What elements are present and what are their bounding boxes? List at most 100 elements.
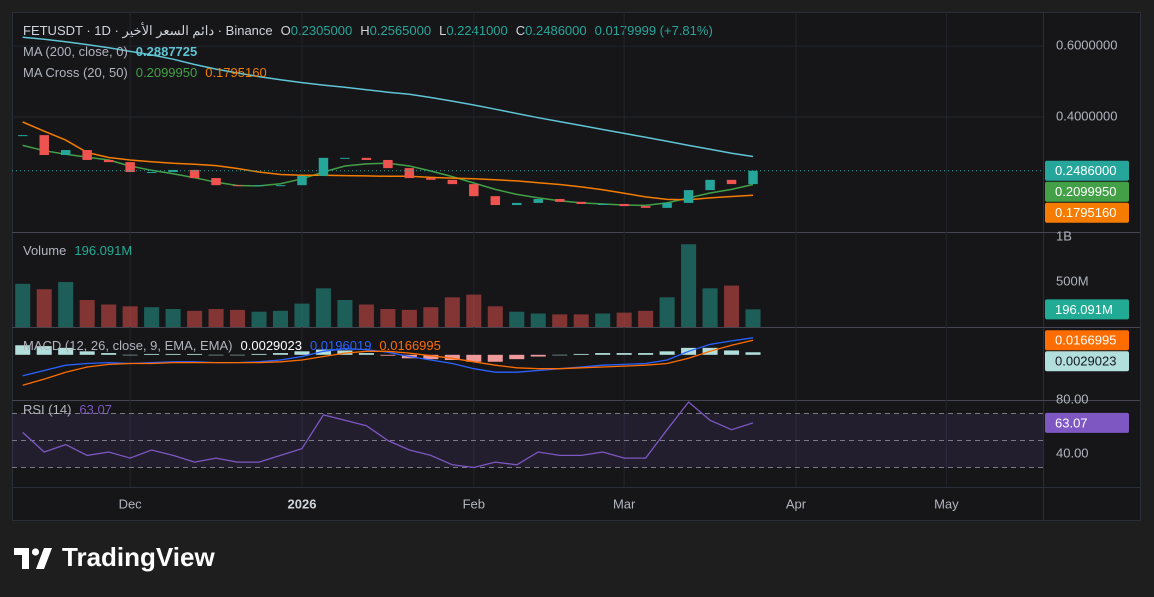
histogram-bar — [315, 349, 331, 355]
axis-badge — [1045, 299, 1129, 320]
volume-bar — [487, 306, 503, 327]
legend-name: MACD (12, 26, close, 9, EMA, EMA) — [23, 338, 233, 353]
histogram-bar — [638, 353, 654, 355]
candle — [426, 178, 436, 180]
brand-name: TradingView — [62, 542, 215, 572]
logo-part — [36, 548, 52, 569]
ohlc-key: O — [281, 23, 291, 38]
legend-value: 0.1795160 — [205, 65, 266, 80]
histogram-bar — [251, 353, 267, 355]
indicator-line — [22, 121, 754, 201]
volume-bar — [616, 312, 632, 327]
volume-bar — [401, 309, 417, 327]
legend-value: 0.2099950 — [136, 65, 197, 80]
volume-bar — [251, 311, 267, 327]
candle — [533, 199, 543, 203]
symbol-title: FETUSDT · 1D · دائم السعر الأخير · Binan… — [23, 22, 273, 39]
candle — [232, 185, 243, 187]
candle — [82, 150, 92, 160]
axis-badge-label: 0.2486000 — [1055, 163, 1116, 178]
candle — [683, 190, 694, 203]
volume-bar — [380, 309, 396, 327]
axis-badge-label: 196.091M — [1055, 302, 1113, 317]
candle — [383, 159, 393, 169]
histogram-bar — [616, 353, 632, 355]
ohlc-value: 0.2305000 — [291, 23, 352, 38]
legend-name: MA Cross (20, 50) — [23, 65, 128, 80]
x-tick-label: Apr — [786, 496, 807, 511]
symbol-legend: FETUSDT · 1D · دائم السعر الأخير · Binan… — [23, 22, 713, 39]
legend-name: Volume — [23, 243, 66, 258]
macd-line — [22, 339, 754, 386]
candle — [18, 135, 28, 137]
volume-bar — [444, 297, 460, 327]
candle — [103, 159, 114, 163]
candle — [748, 170, 758, 185]
candle — [490, 196, 501, 206]
histogram-bar — [101, 353, 117, 355]
candle — [447, 179, 458, 185]
histogram-bar — [573, 353, 589, 355]
candle — [318, 157, 329, 176]
candle — [512, 202, 522, 206]
volume-bar — [144, 307, 160, 327]
y-tick-label: 40.00 — [1056, 445, 1089, 460]
histogram-bar — [272, 353, 289, 355]
x-tick-label: Feb — [463, 496, 485, 511]
candle — [254, 185, 264, 187]
volume-bar — [573, 314, 589, 327]
ohlc-value: 0.2241000 — [446, 23, 507, 38]
volume-bar — [294, 303, 310, 327]
ohlc-value: 0.2486000 — [525, 23, 586, 38]
logo-part — [31, 548, 40, 556]
ohlc-key: L — [439, 23, 446, 38]
legend: RSI (14) 63.07 — [23, 402, 112, 417]
axis-badge-label: 63.07 — [1055, 415, 1088, 430]
histogram-bar — [36, 346, 52, 355]
volume-bar — [15, 283, 31, 327]
volume-bar — [466, 294, 482, 327]
candle — [705, 179, 715, 191]
legend-value: 196.091M — [74, 243, 132, 258]
volume-bar — [208, 309, 224, 327]
axis-badge — [1045, 330, 1129, 351]
candle — [146, 172, 157, 174]
x-tick-label: Mar — [613, 496, 636, 511]
candle — [640, 206, 651, 208]
volume-bar — [36, 289, 52, 327]
histogram-bar — [58, 347, 74, 355]
legend: Volume 196.091M — [23, 243, 132, 258]
histogram-bar — [165, 353, 181, 355]
histogram-bar — [595, 353, 611, 355]
candle — [361, 157, 372, 160]
volume-bar — [702, 288, 718, 327]
histogram-bar — [487, 354, 503, 362]
ohlc-key: C — [516, 23, 525, 38]
candle — [39, 135, 49, 155]
candle — [211, 178, 221, 186]
axis-badge-label: 0.0166995 — [1055, 333, 1116, 348]
y-tick-label: 80.00 — [1056, 391, 1089, 406]
histogram-bar — [509, 354, 525, 360]
histogram-bar — [79, 351, 95, 355]
legend-value: 0.2887725 — [136, 44, 197, 59]
candle — [275, 185, 286, 187]
axis-badge — [1045, 351, 1129, 372]
volume-bar — [315, 288, 331, 327]
x-tick-label: Dec — [119, 496, 143, 511]
histogram-bar — [444, 354, 460, 361]
rsi-line — [22, 401, 754, 469]
histogram-bar — [122, 354, 138, 356]
chart-frame — [12, 12, 1141, 521]
histogram-bar — [15, 345, 31, 355]
volume-bar — [79, 300, 95, 327]
axis-badge-label: 0.2099950 — [1055, 184, 1116, 199]
y-tick-label: 500M — [1056, 273, 1089, 288]
histogram-bar — [423, 354, 439, 360]
volume-bar — [122, 306, 138, 327]
legend-value: 0.0196019 — [310, 338, 371, 353]
volume-bar — [165, 309, 181, 327]
candle — [60, 150, 71, 155]
axis-badge — [1045, 412, 1129, 433]
volume-bar — [595, 313, 611, 327]
